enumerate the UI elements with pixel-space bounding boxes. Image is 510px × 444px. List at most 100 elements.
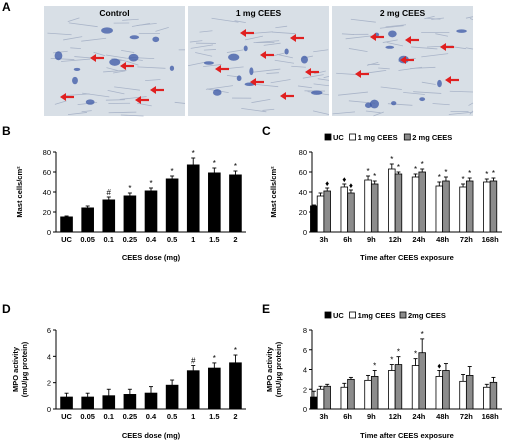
significance-mark: * [492, 169, 495, 178]
significance-mark: # [191, 357, 196, 366]
x-tick-label: 9h [367, 235, 376, 244]
tissue-fiber [121, 49, 135, 53]
stained-cell [419, 97, 426, 102]
tissue-fiber [448, 111, 474, 115]
tissue-fiber [291, 65, 306, 68]
x-tick-label: 1 [191, 412, 195, 421]
significance-mark: ♦ [437, 361, 441, 370]
tissue-fiber [81, 110, 92, 113]
tissue-fiber [68, 22, 98, 28]
x-tick-label: 12h [389, 412, 402, 421]
significance-mark: * [421, 330, 424, 339]
arrow-head-icon [405, 36, 411, 44]
significance-mark: * [390, 155, 393, 164]
bar-series2 [347, 192, 355, 233]
significance-mark: * [366, 167, 369, 176]
bar-series2 [323, 385, 331, 410]
tissue-fiber [365, 110, 381, 114]
y-tick-label: 80 [43, 148, 51, 157]
tissue-fiber [373, 111, 384, 117]
significance-mark: ♦ [342, 175, 346, 184]
tissue-fiber [421, 53, 449, 58]
stained-cell [228, 53, 240, 61]
tissue-fiber [245, 35, 263, 41]
arrow-head-icon [135, 96, 141, 104]
x-tick-label: 72h [460, 412, 473, 421]
tissue-fiber [253, 31, 273, 34]
tissue-fiber [137, 66, 166, 69]
tissue-fiber [386, 42, 404, 47]
panel-letter: D [2, 302, 11, 316]
tissue-fiber [465, 47, 474, 50]
bar-series2 [394, 364, 403, 410]
tissue-fiber [118, 58, 131, 63]
tissue-fiber [271, 31, 296, 35]
tissue-fiber [348, 48, 368, 53]
tissue-fiber [113, 70, 126, 74]
tissue-fiber [302, 74, 324, 79]
legend-swatch [399, 311, 407, 319]
bar [144, 190, 158, 233]
bar-series1 [483, 181, 491, 233]
x-tick-label: 168h [482, 235, 500, 244]
arrow-head-icon [120, 62, 126, 70]
legend-label: UC [333, 311, 344, 320]
tissue-fiber [468, 102, 474, 106]
x-tick-label: 9h [367, 412, 376, 421]
x-tick-label: 6h [343, 412, 352, 421]
tissue-fiber [435, 33, 449, 37]
tissue-fiber [345, 35, 372, 40]
tissue-fiber [426, 17, 441, 20]
bar [102, 395, 116, 410]
tissue-fiber [190, 44, 214, 49]
tissue-fiber [313, 83, 330, 87]
tissue-fiber [122, 18, 139, 21]
bar [165, 178, 179, 233]
tissue-fiber [93, 51, 106, 57]
tissue-fiber [50, 58, 75, 60]
tissue-fiber [234, 20, 246, 24]
bar-series1 [435, 376, 444, 410]
significance-mark: * [128, 184, 131, 193]
tissue-fiber [297, 85, 313, 89]
x-tick-label: 12h [389, 235, 402, 244]
bar-series2 [370, 183, 379, 233]
image-caption: 1 mg CEES [236, 8, 282, 18]
bar [186, 164, 200, 233]
panel-d-chart: D 0 2 4 6 MPO activity (mU/µg protein) CEES dos… [2, 302, 246, 440]
tissue-fiber [54, 100, 67, 105]
x-tick-label: 1.5 [209, 235, 219, 244]
bar-uc [310, 396, 318, 410]
significance-mark: * [373, 361, 376, 370]
arrow-head-icon [260, 51, 266, 59]
x-tick-label: 2 [233, 412, 237, 421]
tissue-fiber [338, 91, 368, 96]
y-axis-label: MPO activity [265, 346, 274, 392]
tissue-fiber [313, 49, 329, 53]
stained-cell [129, 35, 140, 40]
significance-mark: * [397, 348, 400, 357]
bar-series1 [316, 195, 325, 233]
y-tick-label: 20 [43, 208, 51, 217]
image-caption: Control [99, 8, 129, 18]
bar-series2 [370, 376, 379, 410]
legend-swatch [403, 133, 411, 141]
stained-cell [212, 89, 222, 96]
bar [165, 384, 179, 410]
significance-mark: * [414, 165, 417, 174]
y-tick-label: 60 [43, 168, 51, 177]
bar-series1 [316, 388, 325, 410]
bar-series2 [347, 378, 355, 410]
tissue-fiber [385, 24, 407, 28]
tissue-fiber [273, 52, 286, 57]
arrow-head-icon [280, 92, 286, 100]
y-tick-label: 8 [303, 326, 307, 335]
tissue-fiber [276, 53, 293, 59]
bar-series1 [459, 186, 467, 233]
y-axis-label: (mU/µg protein) [274, 341, 283, 397]
arrow-head-icon [250, 78, 256, 86]
significance-mark: ♦ [325, 179, 329, 188]
tissue-fiber [341, 33, 354, 35]
y-tick-label: 40 [299, 188, 307, 197]
